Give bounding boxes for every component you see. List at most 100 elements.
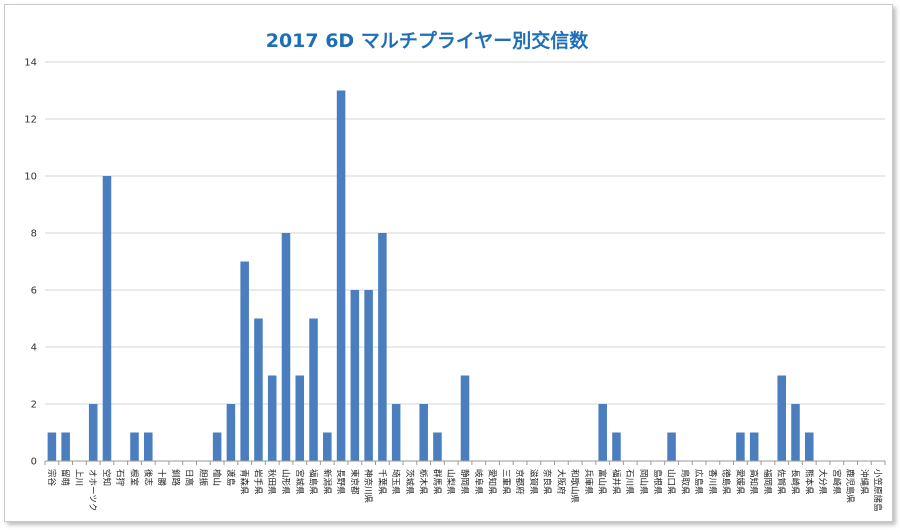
bar-高知県 [749,432,759,461]
x-tick-label: 佐賀県 [776,469,787,495]
y-tick-label: 8 [31,229,37,240]
bars [47,90,814,461]
x-tick-label: 十勝 [156,469,167,487]
x-tick-label: 愛媛県 [734,469,745,495]
x-tick-label: 日高 [184,469,195,486]
x-tick-label: 宮城県 [294,469,305,495]
bar-福島県 [309,318,318,461]
x-tick-label: 山梨県 [445,469,456,495]
x-tick-label: 茨城県 [404,469,415,495]
bar-檜山 [212,432,222,461]
x-tick-label: 福島県 [308,469,319,495]
y-tick-label: 4 [31,343,37,354]
x-tick-label: 渡島 [225,469,236,487]
x-tick-label: 鹿児島県 [845,469,856,504]
x-tick-label: 群馬県 [431,469,442,495]
x-tick-label: 鳥取県 [679,469,690,495]
x-tick-label: 徳島県 [721,469,732,495]
bar-神奈川県 [364,290,373,461]
y-tick-label: 0 [31,457,37,468]
x-tick-label: 静岡県 [459,469,470,495]
x-tick-label: 長野県 [335,469,345,495]
x-tick-label: 富山県 [597,469,608,495]
x-tick-label: 神奈川県 [363,469,374,504]
x-tick-label: 小笠原諸島 [872,469,883,512]
x-tick-label: 大分県 [817,469,828,495]
x-tick-label: 高知県 [748,469,759,495]
x-tick-label: 兵庫県 [583,469,594,495]
x-tick-label: 青森県 [239,469,250,495]
chart-frame: 2017 6D マルチプライヤー別交信数 0 2 4 6 8 10 12 14 宗谷 留萌 上川オ… [4,4,893,522]
x-tick-label: 和歌山県 [569,469,580,504]
x-tick-label: 山形県 [280,469,291,495]
x-tick-label: 檜山 [211,469,222,486]
bar-愛媛県 [736,432,745,461]
x-tick-label: 香川県 [707,469,718,495]
x-tick-label: 空知 [101,469,112,486]
x-axis-ticks: 宗谷 留萌 上川 オホーツク 空知 石狩 根室 後志 十勝 釧路 日高 胆振 檜山 渡島 青森県 岩手県 秋田県… [44,461,886,512]
x-tick-label: 三重県 [500,469,511,495]
bar-宮城県 [295,375,305,461]
x-tick-label: 宗谷 [46,469,57,487]
bar-東京都 [350,290,360,461]
bar-埼玉県 [391,404,401,461]
bar-富山県 [598,404,607,461]
bar-千葉県 [378,233,387,461]
bar-空知 [102,176,112,461]
x-tick-label: 大阪府 [555,469,566,495]
x-tick-label: 長崎県 [789,469,800,495]
y-tick-label: 10 [24,172,37,183]
bar-岩手県 [254,318,263,461]
x-tick-label: 岩手県 [252,469,263,495]
x-tick-label: 愛知県 [487,469,498,495]
x-tick-label: 栃木県 [418,469,429,495]
bar-佐賀県 [777,375,786,461]
x-tick-label: 千葉県 [376,469,387,495]
x-tick-label: 後志 [142,469,153,487]
x-tick-label: 山口県 [666,469,677,495]
bar-山口県 [667,432,676,461]
bar-オホーツク [88,404,98,461]
x-tick-label: 福岡県 [762,469,773,495]
bar-留萌 [61,432,70,461]
x-tick-label: 岐阜県 [473,469,484,495]
bar-熊本県 [804,432,814,461]
bar-栃木県 [419,404,428,461]
bar-秋田県 [267,375,277,461]
x-tick-label: 埼玉県 [390,469,401,495]
x-tick-label: 京都府 [514,469,525,495]
bar-後志 [144,432,153,461]
bar-山形県 [281,233,291,461]
bar-青森県 [240,261,249,461]
bar-群馬県 [433,432,442,461]
bar-長崎県 [791,404,800,461]
y-tick-label: 14 [24,58,37,69]
x-tick-label: 奈良県 [542,469,553,495]
x-tick-label: 滋賀県 [528,469,539,495]
bar-福井県 [612,432,621,461]
y-tick-label: 2 [31,400,37,411]
x-tick-label: 釧路 [170,469,181,487]
x-tick-label: 秋田県 [266,469,277,495]
y-tick-label: 12 [24,115,37,126]
x-tick-label: 石狩 [115,469,126,487]
bar-宗谷 [47,432,57,461]
chart-title: 2017 6D マルチプライヤー別交信数 [266,29,590,52]
x-tick-label: 熊本県 [803,469,814,495]
x-tick-label: 広島県 [693,469,704,495]
x-tick-label: オホーツク [87,469,97,511]
x-tick-label: 福井県 [610,469,621,495]
bar-新潟県 [323,432,332,461]
x-tick-label: 根室 [129,469,140,487]
x-tick-label: 胆振 [197,469,208,487]
x-tick-label: 岡山県 [638,469,649,495]
x-tick-label: 石川県 [624,469,634,495]
x-tick-label: 沖縄県 [858,469,869,495]
bar-根室 [130,432,139,461]
x-tick-label: 東京都 [349,469,360,495]
x-tick-label: 留萌 [60,469,71,486]
x-tick-label: 島根県 [652,469,663,495]
gridlines [45,61,885,405]
y-tick-label: 6 [31,286,37,297]
x-tick-label: 上川 [73,469,83,486]
